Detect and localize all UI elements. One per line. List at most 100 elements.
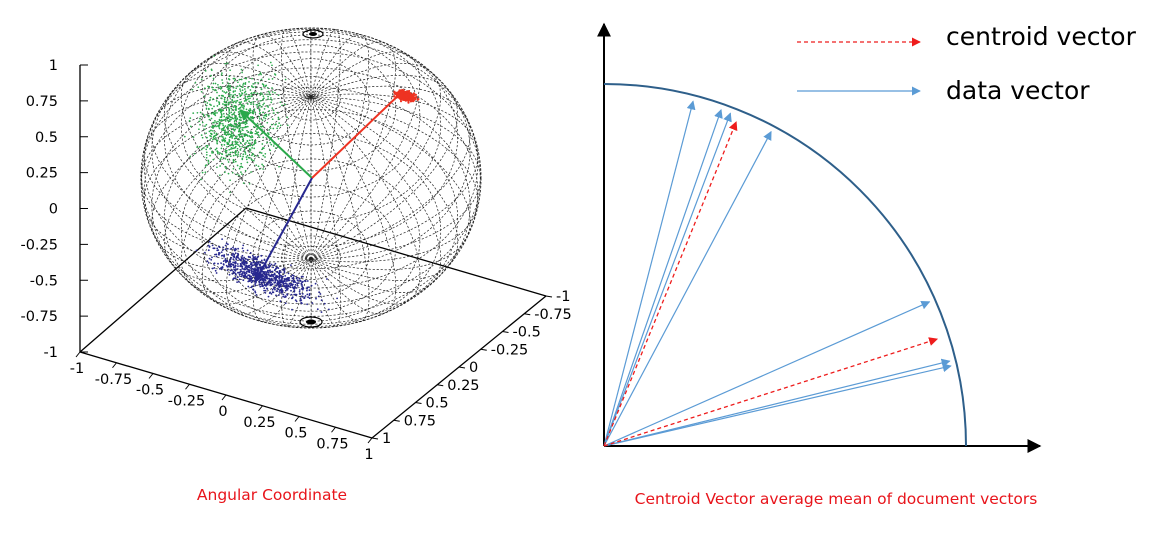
green-point [263,108,266,110]
blue-point [303,280,306,282]
green-point [218,94,221,97]
blue-point [222,263,225,265]
blue-point [264,289,267,292]
x-tick-label: 1 [364,447,373,463]
blue-point [213,267,216,269]
blue-point [240,265,243,267]
green-point [239,149,242,151]
blue-point [245,272,248,275]
y-tick-label: 0.25 [447,378,479,394]
green-point [228,95,231,98]
z-tick-label: 1 [49,58,58,74]
blue-point [233,268,236,271]
green-point [245,156,248,158]
blue-point [262,262,265,264]
green-point [209,148,211,150]
green-point [239,106,242,109]
green-point [236,141,238,143]
green-point [230,123,233,126]
blue-point [248,264,250,267]
green-point [221,162,223,165]
blue-point [234,266,237,268]
green-point [200,78,203,81]
blue-point [295,287,298,289]
blue-point [302,287,305,290]
blue-point [298,277,301,280]
green-point [234,128,237,131]
green-point [279,124,282,127]
green-point [212,130,214,132]
blue-point [255,268,258,271]
blue-point [265,285,267,287]
green-point [232,101,235,104]
centroid-vector [603,337,939,447]
blue-point [218,245,221,248]
blue-point [279,300,282,303]
blue-point [249,277,252,280]
sphere-plot: 10.750.50.250-0.25-0.5-0.75-1 -1-0.75-0.… [20,27,572,504]
blue-point [256,270,259,273]
green-point [204,165,207,167]
green-point [214,148,217,151]
blue-point [210,258,213,261]
blue-point [253,256,255,259]
z-axis-ticks: 1 0.75 0.5 0.25 0 -0.25 -0.5 -0.75 -1 [20,58,88,361]
green-point [238,167,241,170]
blue-point [296,276,298,279]
green-point [248,100,250,103]
red-point [414,93,417,96]
green-point [227,131,230,133]
green-point [238,112,241,115]
blue-point [255,264,257,266]
blue-point [241,267,244,270]
green-point [234,114,236,117]
green-point [242,107,245,110]
blue-point [247,280,250,283]
green-point [239,88,241,90]
green-point [244,153,247,155]
green-point [271,64,273,67]
green-point [227,133,230,135]
blue-point [294,293,297,296]
green-point [262,98,264,101]
green-point [220,116,223,119]
green-point [237,111,240,113]
z-tick-label: 0.75 [26,94,58,110]
green-point [264,156,266,158]
green-cluster-arrow [239,109,313,179]
red-point [409,95,412,98]
green-cluster-points [183,55,289,194]
green-point [277,94,280,96]
y-tick-mark [502,331,509,333]
green-point [261,83,264,85]
blue-point [296,282,298,284]
green-point [215,132,218,135]
green-point [238,127,241,130]
green-point [231,137,234,139]
green-point [236,173,238,176]
green-point [207,162,210,165]
red-point [400,98,403,101]
sphere-pole-top [302,29,324,39]
blue-point [248,271,251,274]
green-point [258,136,261,139]
green-point [230,148,232,150]
green-point [273,73,276,75]
blue-point [263,258,266,261]
data-vectors [603,100,952,447]
blue-point [282,295,285,298]
green-point [224,125,227,127]
latitude-line [151,31,471,270]
green-point [238,78,241,81]
green-point [227,161,230,163]
green-point [252,125,255,128]
blue-point [236,268,239,270]
green-point [238,174,240,177]
green-point [236,85,239,88]
blue-point [304,295,307,297]
green-point [229,134,232,136]
blue-point [225,242,228,245]
blue-point [300,280,302,282]
green-point [233,122,236,125]
blue-point [259,261,262,263]
